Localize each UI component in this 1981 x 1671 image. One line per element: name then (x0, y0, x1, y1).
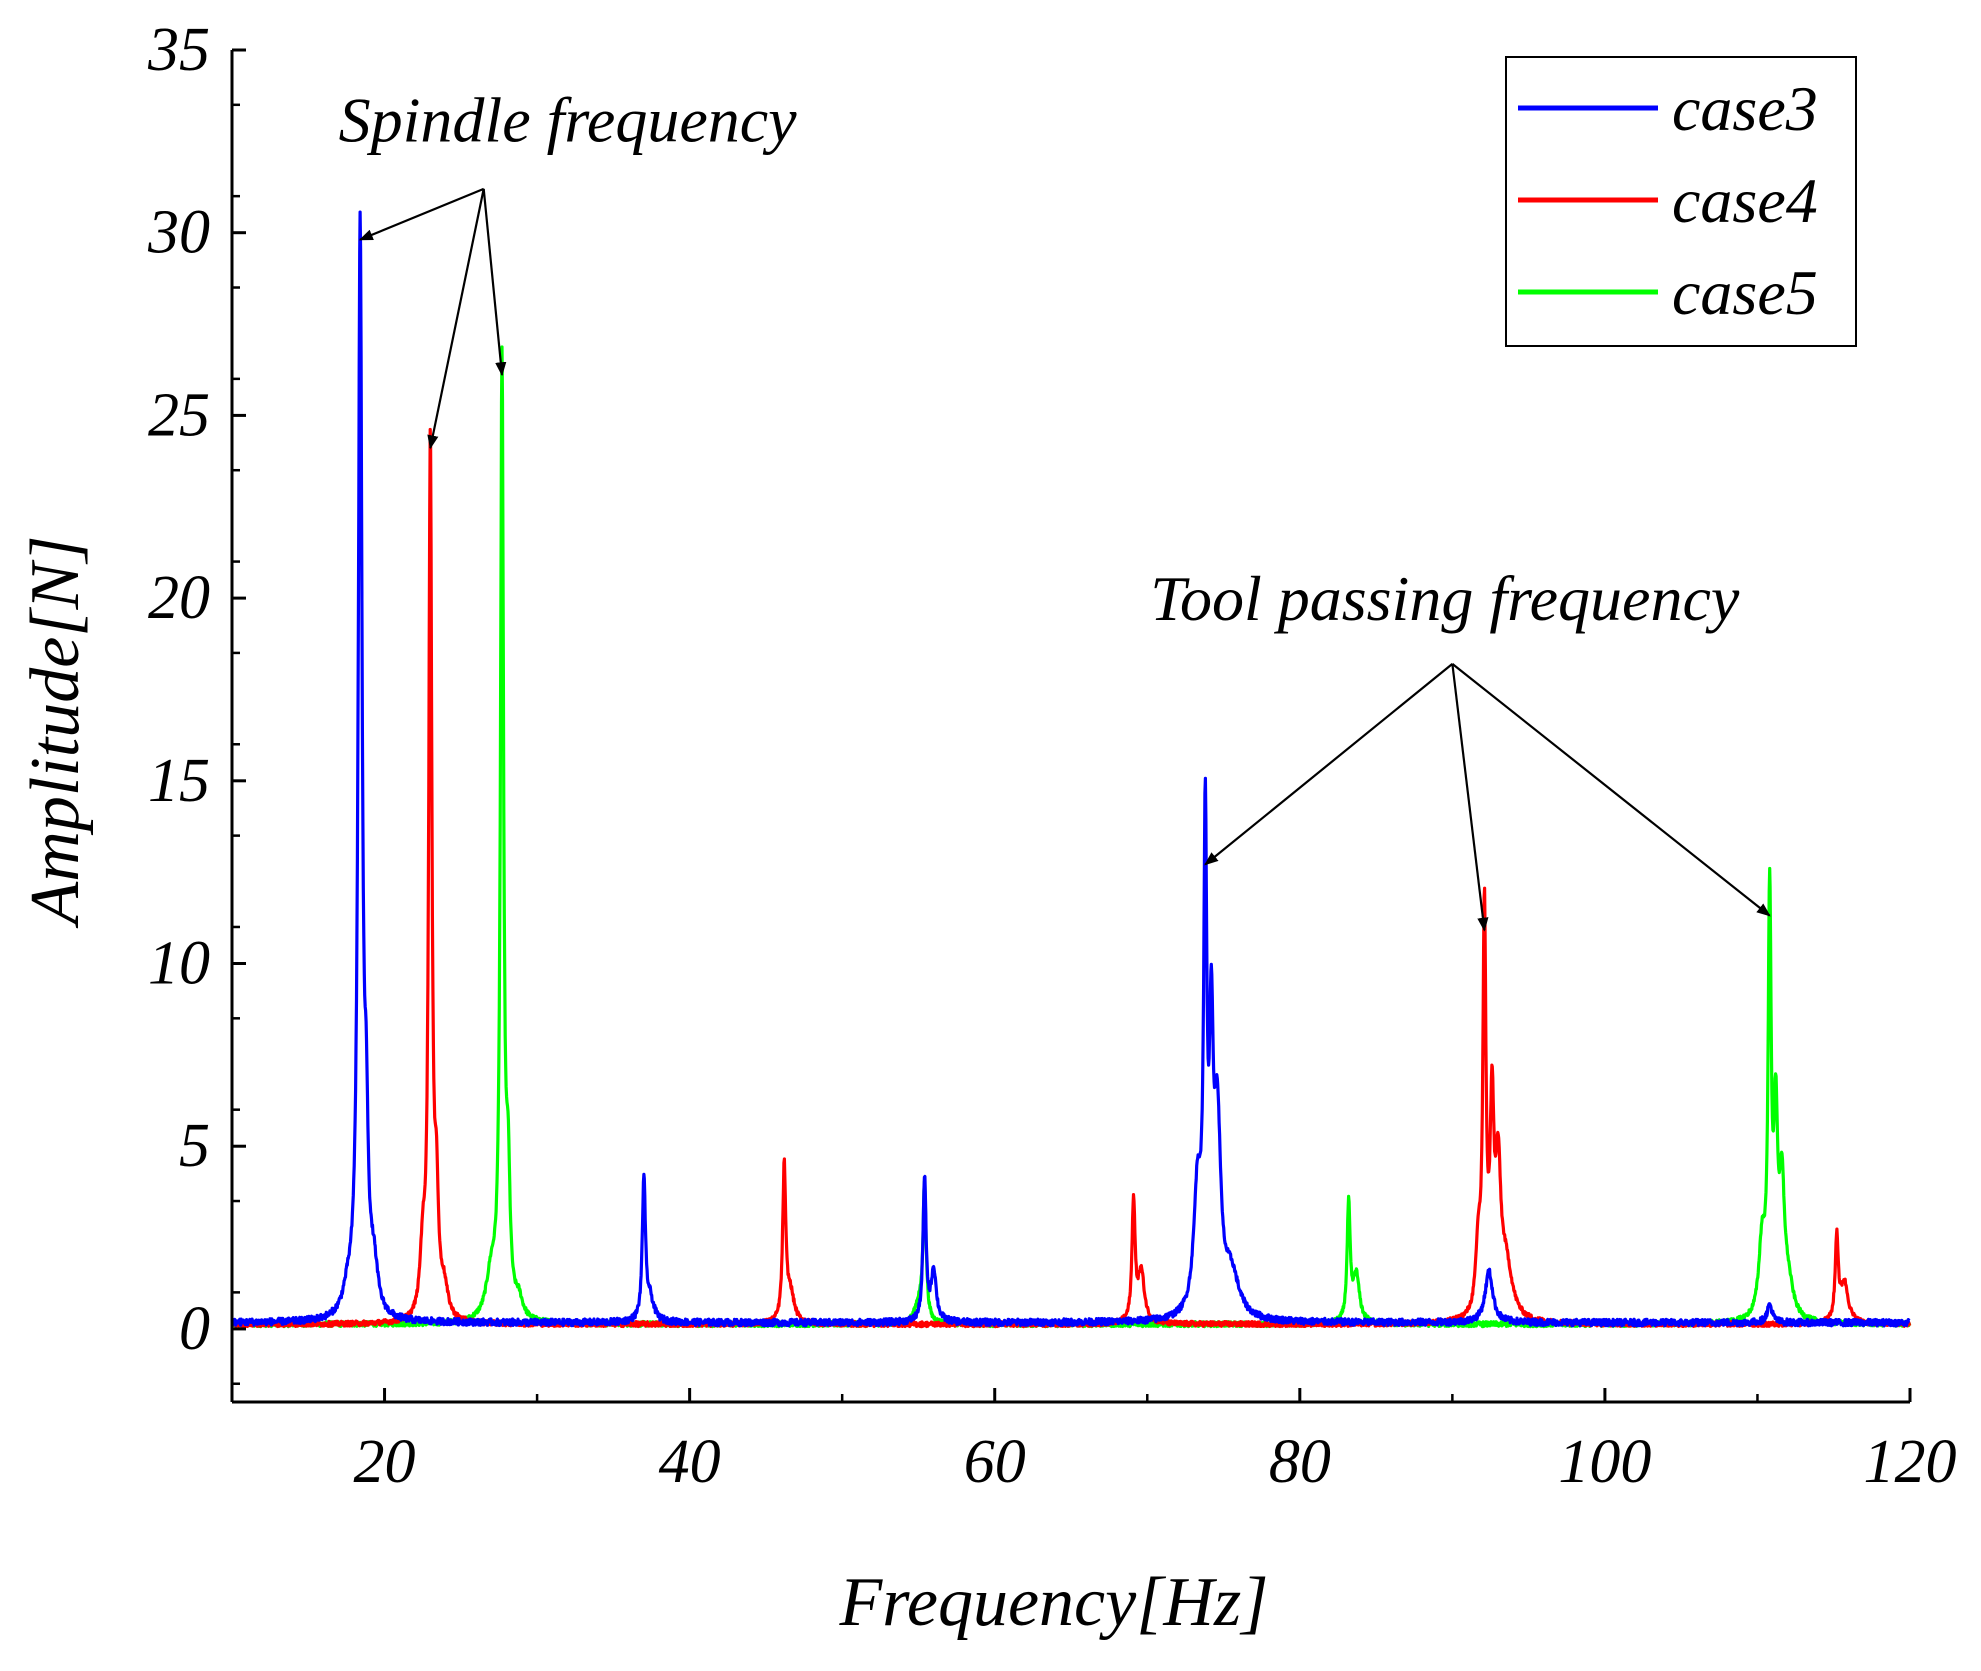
tool-passing-frequency-arrow (1451, 663, 1771, 917)
axes-layer: 0 5 10 15 20 25 30 35 20 40 60 80 100 120 (147, 16, 1957, 1496)
y-tick-label: 0 (179, 1295, 210, 1363)
y-tick-label: 15 (148, 747, 210, 815)
tool-passing-frequency-label: Tool passing frequency (1150, 563, 1740, 634)
legend: case3 case4 case5 (1505, 56, 1857, 347)
legend-label-case4: case4 (1672, 165, 1818, 236)
spindle-frequency-arrow (482, 188, 507, 377)
series-line-case3 (230, 210, 1911, 1328)
x-tick-label: 80 (1269, 1428, 1331, 1496)
x-tick-label: 60 (964, 1428, 1026, 1496)
spindle-frequency-label: Spindle frequency (339, 84, 798, 155)
tool-passing-frequency-arrow (1451, 663, 1489, 932)
tool-passing-frequency-arrow (1204, 663, 1454, 866)
x-tick-label: 120 (1864, 1428, 1957, 1496)
series-layer (230, 210, 1912, 1329)
legend-label-case3: case3 (1672, 73, 1818, 144)
spindle-frequency-arrow (358, 187, 485, 241)
legend-label-case5: case5 (1672, 257, 1818, 328)
x-axis-title: Frequency[Hz] (839, 1564, 1269, 1641)
spindle-frequency-arrow (427, 188, 485, 450)
x-tick-label: 20 (354, 1428, 416, 1496)
y-tick-label: 35 (147, 16, 210, 84)
y-axis-title: Amplitude[N] (17, 536, 94, 929)
y-tick-label: 20 (148, 564, 210, 632)
y-tick-label: 10 (148, 930, 210, 998)
series-line-case5 (230, 345, 1912, 1329)
y-tick-label: 30 (147, 199, 210, 267)
y-tick-label: 5 (179, 1112, 210, 1180)
x-tick-label: 100 (1558, 1428, 1651, 1496)
x-tick-label: 40 (659, 1428, 721, 1496)
annotation-layer: Spindle frequency Tool passing frequency (339, 84, 1771, 932)
y-tick-label: 25 (148, 381, 210, 449)
